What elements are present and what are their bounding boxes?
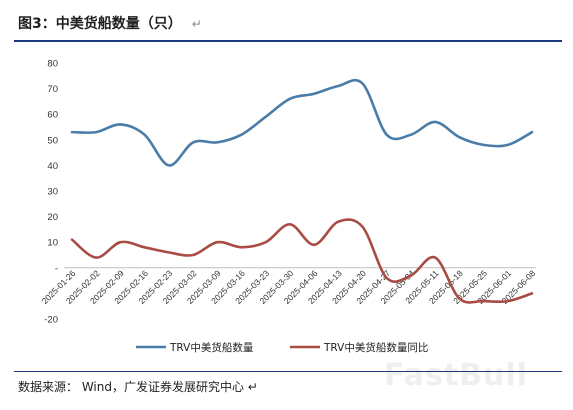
y-tick-label: 10: [47, 238, 58, 249]
title-rule: [14, 40, 562, 42]
legend: TRV中美货船数量 TRV中美货船数量同比: [136, 341, 428, 354]
y-tick-label: 80: [47, 59, 58, 70]
source-rule: [14, 371, 562, 372]
figure-title: 图3：中美货船数量（只） ↵: [18, 16, 202, 32]
series-lines: [70, 78, 534, 304]
y-tick-label: 40: [47, 161, 58, 172]
y-tick-label: 70: [47, 84, 58, 95]
y-tick-label: -: [55, 263, 58, 274]
source-note: 数据来源： Wind，广发证券发展研究中心 ↵: [18, 380, 258, 394]
legend-label: TRV中美货船数量同比: [323, 341, 428, 354]
y-tick-label: 20: [47, 212, 58, 223]
paragraph-mark: ↵: [191, 17, 202, 31]
y-tick-label: 30: [47, 187, 58, 198]
watermark: FastBull: [384, 358, 528, 393]
y-tick-label: 50: [47, 135, 58, 146]
series-line-1: [70, 78, 534, 167]
series-line-2: [70, 218, 534, 304]
y-tick-label: -20: [44, 315, 58, 326]
y-axis: 80 70 60 50 40 30 20 10 - -20: [44, 59, 58, 326]
y-tick-label: 60: [47, 110, 58, 121]
legend-label: TRV中美货船数量: [169, 341, 254, 354]
